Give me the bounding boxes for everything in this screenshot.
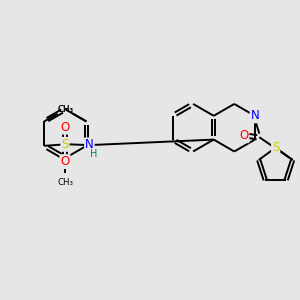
Text: N: N [85, 138, 94, 152]
Text: S: S [272, 141, 279, 154]
Text: S: S [61, 138, 69, 151]
Text: O: O [239, 129, 248, 142]
Text: O: O [60, 155, 70, 168]
Text: H: H [90, 149, 98, 159]
Text: CH₃: CH₃ [57, 105, 73, 114]
Text: CH₃: CH₃ [57, 105, 73, 114]
Text: N: N [250, 109, 259, 122]
Text: CH₃: CH₃ [57, 178, 73, 187]
Text: O: O [60, 121, 70, 134]
